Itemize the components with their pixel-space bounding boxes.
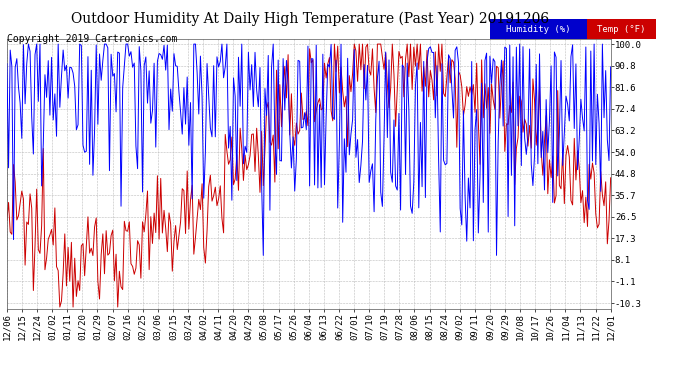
Text: Outdoor Humidity At Daily High Temperature (Past Year) 20191206: Outdoor Humidity At Daily High Temperatu… [72,11,549,26]
Text: Copyright 2019 Cartronics.com: Copyright 2019 Cartronics.com [7,34,177,44]
Text: Humidity (%): Humidity (%) [506,25,571,34]
Text: Temp (°F): Temp (°F) [597,25,645,34]
